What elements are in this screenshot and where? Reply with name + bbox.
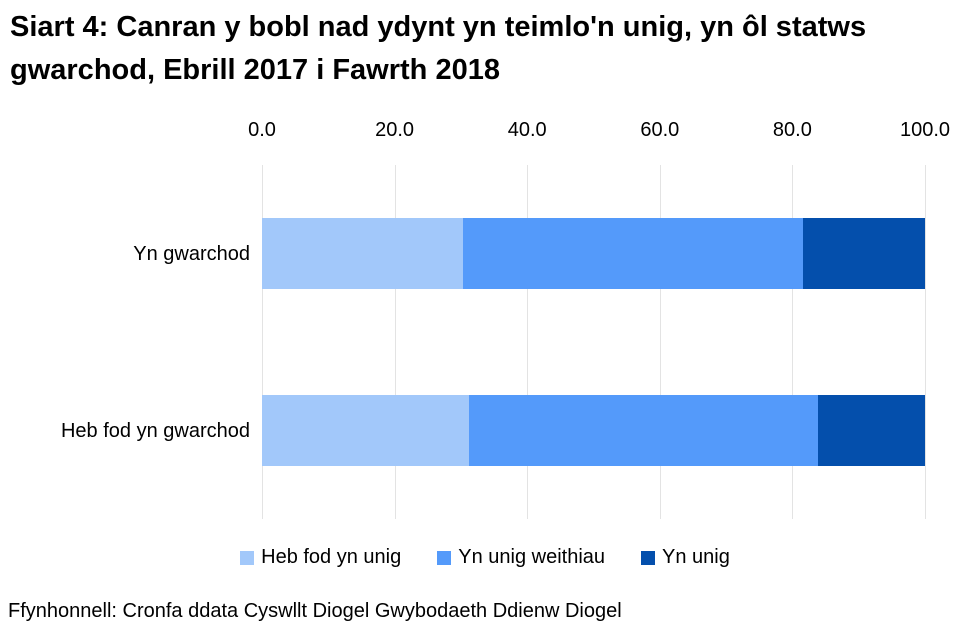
legend-label: Yn unig weithiau <box>458 546 606 568</box>
x-axis-tick-label: 40.0 <box>507 119 547 141</box>
x-axis-tick-label: 0.0 <box>248 119 276 141</box>
x-axis-tick-label: 20.0 <box>375 119 415 141</box>
x-axis-tick-label: 60.0 <box>640 119 680 141</box>
bar-segment <box>818 395 925 466</box>
legend-swatch <box>437 550 452 565</box>
gridline <box>394 165 396 519</box>
legend-label: Heb fod yn unig <box>261 546 402 568</box>
legend-item: Yn unig <box>641 546 730 569</box>
x-axis-tick-label: 80.0 <box>772 119 812 141</box>
legend-swatch <box>240 550 255 565</box>
legend-item: Heb fod yn unig <box>240 546 401 569</box>
bar-segment <box>262 395 469 466</box>
legend: Heb fod yn unig Yn unig weithiau Yn unig <box>0 546 970 569</box>
bar-segment <box>468 395 819 466</box>
plot-area <box>262 165 926 519</box>
bar-segment <box>462 218 803 289</box>
gridline <box>659 165 661 519</box>
gridline <box>925 165 926 519</box>
category-label: Heb fod yn gwarchod <box>60 420 250 442</box>
bar-row <box>262 395 925 466</box>
chart-title: Siart 4: Canran y bobl nad ydynt yn teim… <box>10 11 867 86</box>
bar-segment <box>262 218 463 289</box>
bar-row <box>262 218 925 289</box>
x-axis-tick-label: 100.0 <box>899 119 951 141</box>
bar-segment <box>802 218 925 289</box>
category-label: Yn gwarchod <box>133 243 250 265</box>
legend-swatch <box>641 550 656 565</box>
legend-label: Yn unig <box>662 546 730 568</box>
gridline <box>527 165 529 519</box>
legend-item: Yn unig weithiau <box>437 546 605 569</box>
gridline <box>792 165 794 519</box>
source-note: Ffynhonnell: Cronfa ddata Cyswllt Diogel… <box>8 600 622 622</box>
gridline <box>262 165 263 519</box>
